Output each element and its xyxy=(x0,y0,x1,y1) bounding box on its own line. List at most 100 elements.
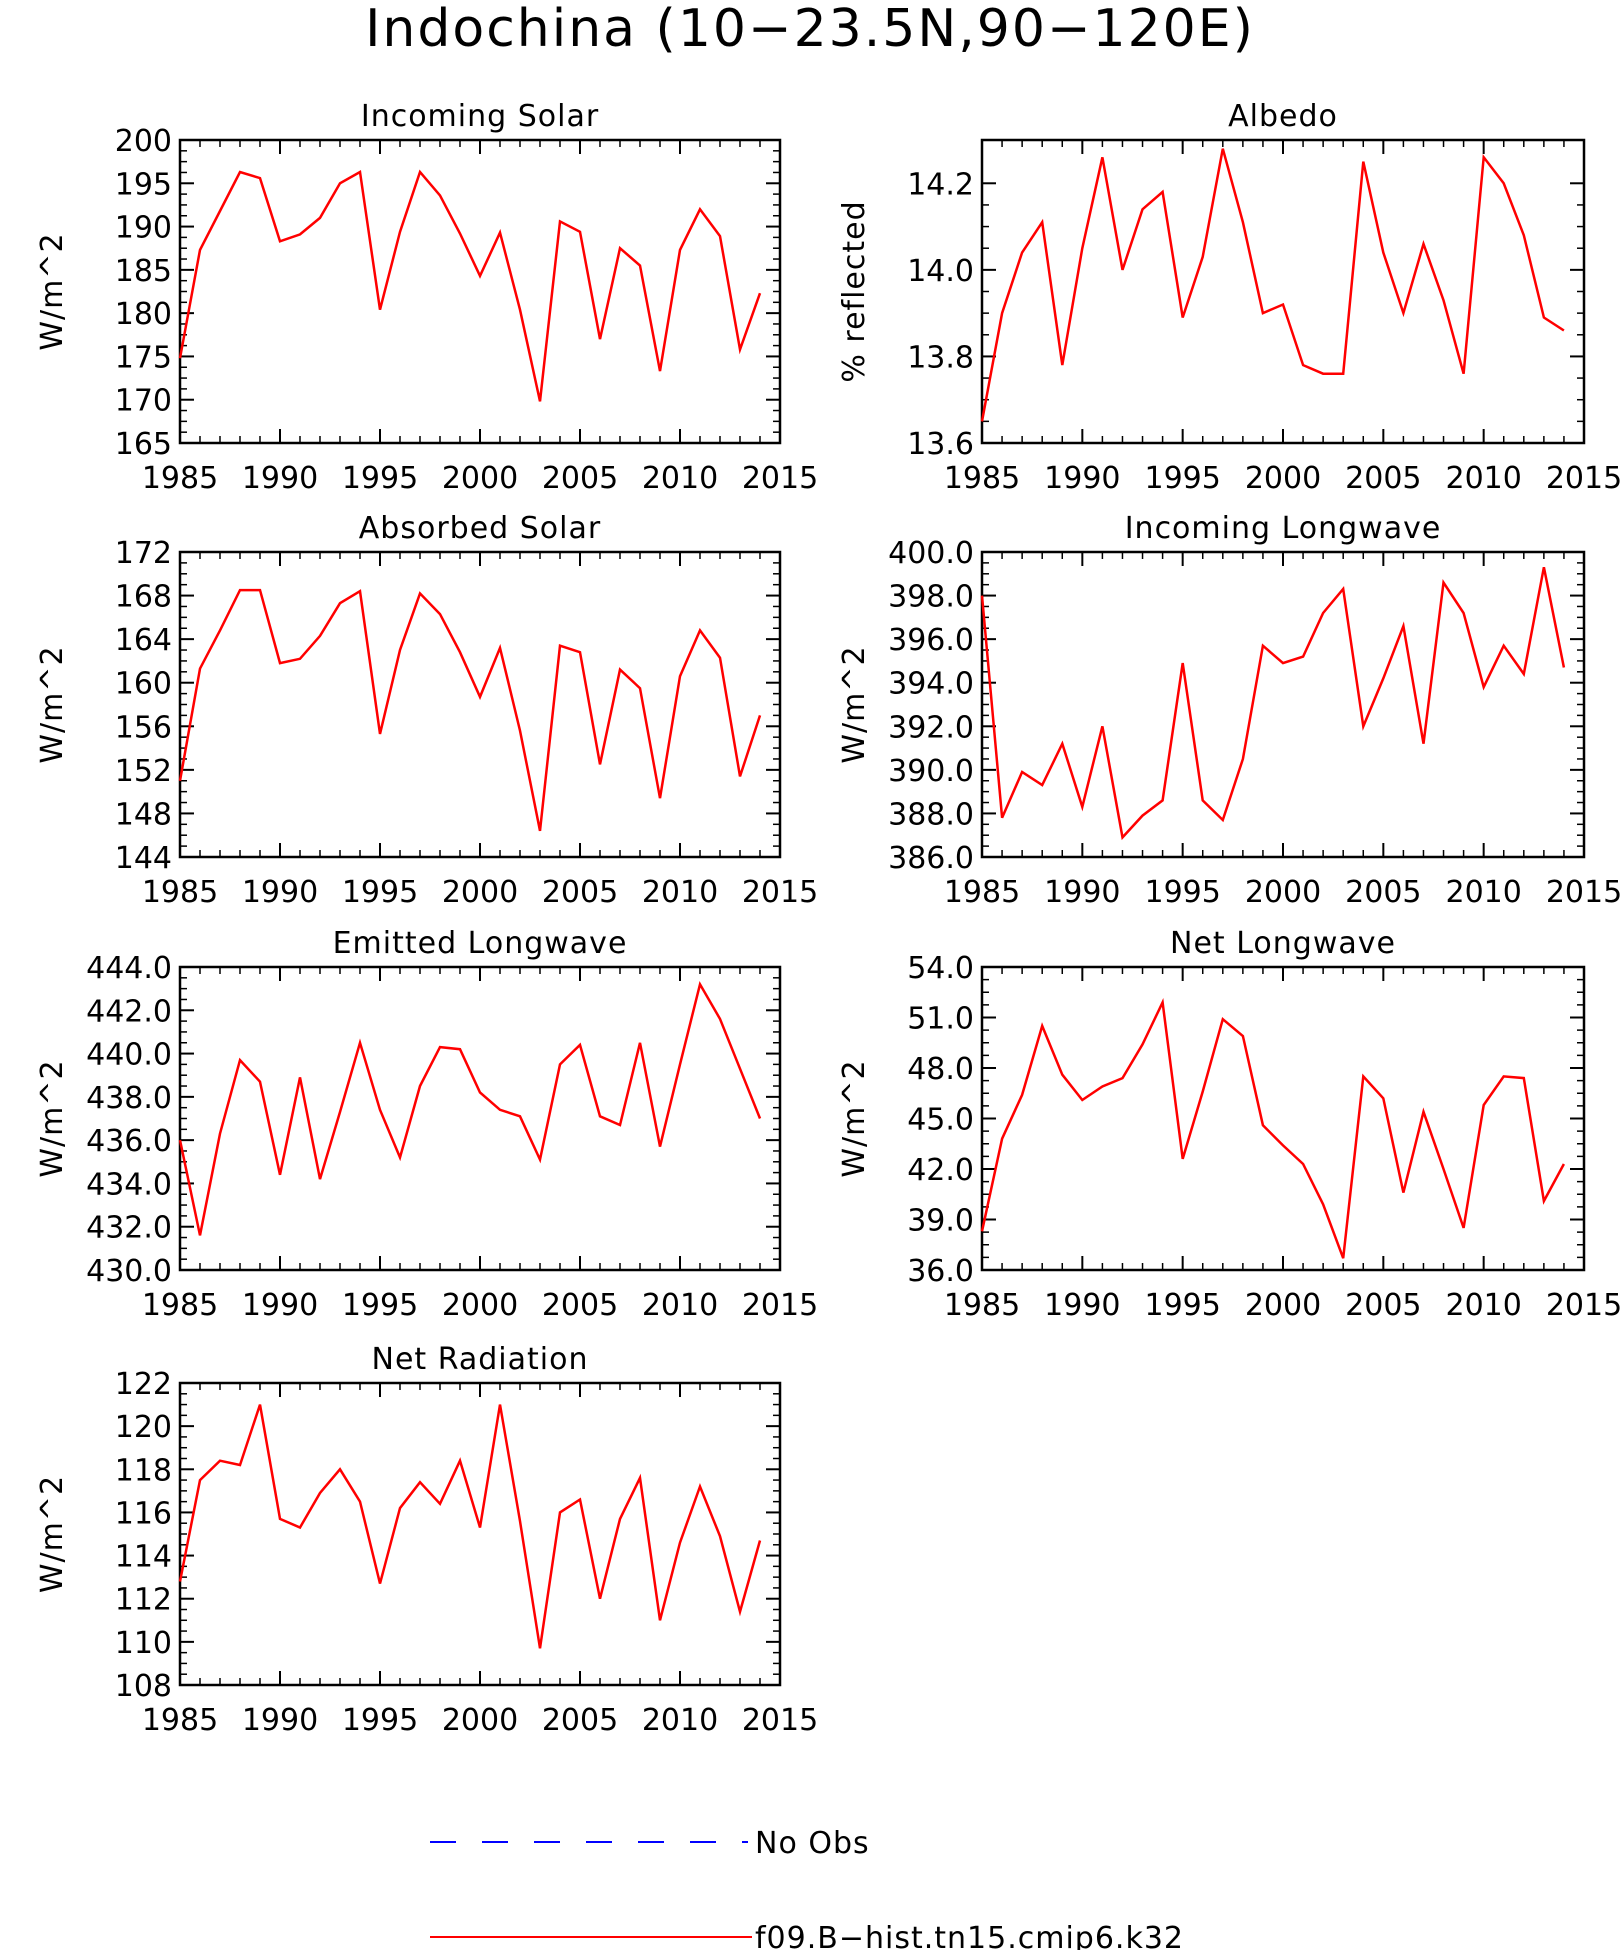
absorbed-solar-x-tick-label: 1990 xyxy=(242,875,318,910)
emitted-longwave-x-tick-label: 2010 xyxy=(642,1288,718,1323)
absorbed-solar-y-tick-label: 152 xyxy=(115,754,172,789)
albedo-x-tick-label: 1995 xyxy=(1144,461,1220,496)
albedo-x-tick-label: 2000 xyxy=(1245,461,1321,496)
legend-label-model: f09.B−hist.tn15.cmip6.k32 xyxy=(755,1921,1184,1950)
panel-incoming-longwave: 1985 1990 1995 2000 2005 2010 2015 386.0 388.0 39… xyxy=(837,511,1621,910)
net-radiation-x-tick-label: 1990 xyxy=(242,1703,318,1738)
emitted-longwave-x-tick-label: 1985 xyxy=(142,1288,218,1323)
emitted-longwave-y-tick-label: 442.0 xyxy=(86,994,172,1029)
albedo-y-tick-label: 14.2 xyxy=(907,167,974,202)
panel-net-radiation: 1985 1990 1995 2000 2005 2010 2015 108 110 112 114… xyxy=(35,1342,818,1738)
net-longwave-y-tick-label: 39.0 xyxy=(907,1204,974,1239)
incoming-solar-y-tick-label: 190 xyxy=(115,211,172,246)
net-radiation-y-tick-label: 108 xyxy=(115,1669,172,1704)
net-radiation-y-tick-label: 114 xyxy=(115,1540,172,1575)
absorbed-solar-x-tick-label: 2005 xyxy=(542,875,618,910)
net-longwave-x-tick-label: 2010 xyxy=(1445,1288,1521,1323)
incoming-solar-y-tick-label: 185 xyxy=(115,254,172,289)
albedo-x-tick-label: 2005 xyxy=(1345,461,1421,496)
net-longwave-y-tick-label: 42.0 xyxy=(907,1153,974,1188)
incoming-longwave-panel-title: Incoming Longwave xyxy=(1125,511,1442,546)
emitted-longwave-series-line xyxy=(178,980,762,1236)
panel-net-longwave: 1985 1990 1995 2000 2005 2010 2015 36.0 39.0 42.0… xyxy=(837,926,1621,1323)
legend-label-no-obs: No Obs xyxy=(755,1826,870,1861)
incoming-solar-x-tick-label: 2005 xyxy=(542,461,618,496)
incoming-solar-x-tick-label: 1995 xyxy=(342,461,418,496)
absorbed-solar-panel-title: Absorbed Solar xyxy=(359,511,601,546)
incoming-solar-x-tick-label: 2015 xyxy=(742,461,818,496)
net-longwave-y-axis-label: W/m^2 xyxy=(837,1059,872,1177)
emitted-longwave-plot-frame xyxy=(178,965,782,1272)
albedo-y-axis-label: % reflected xyxy=(837,200,872,382)
incoming-longwave-x-tick-label: 2005 xyxy=(1345,875,1421,910)
incoming-solar-y-axis-label: W/m^2 xyxy=(35,232,70,350)
figure-title: Indochina (10−23.5N,90−120E) xyxy=(365,0,1255,59)
net-radiation-y-tick-label: 110 xyxy=(115,1626,172,1661)
albedo-y-tick-label: 13.6 xyxy=(907,427,974,462)
net-radiation-y-tick-label: 122 xyxy=(115,1367,172,1402)
incoming-solar-y-tick-label: 195 xyxy=(115,167,172,202)
net-longwave-x-tick-label: 1985 xyxy=(944,1288,1020,1323)
panel-absorbed-solar: 1985 1990 1995 2000 2005 2010 2015 144 148 152 156… xyxy=(35,511,818,910)
absorbed-solar-y-tick-label: 156 xyxy=(115,710,172,745)
incoming-solar-y-tick-label: 180 xyxy=(115,297,172,332)
net-radiation-x-tick-label: 2010 xyxy=(642,1703,718,1738)
incoming-longwave-series-line xyxy=(980,566,1566,841)
net-longwave-y-tick-label: 54.0 xyxy=(907,951,974,986)
incoming-solar-x-tick-label: 1985 xyxy=(142,461,218,496)
emitted-longwave-y-tick-label: 444.0 xyxy=(86,951,172,986)
incoming-solar-y-tick-label: 170 xyxy=(115,384,172,419)
net-radiation-panel-title: Net Radiation xyxy=(372,1342,589,1377)
panel-emitted-longwave: 1985 1990 1995 2000 2005 2010 2015 430.0 432.0 43… xyxy=(35,926,818,1323)
incoming-solar-y-tick-label: 200 xyxy=(115,124,172,159)
absorbed-solar-y-tick-label: 148 xyxy=(115,797,172,832)
absorbed-solar-x-tick-label: 2015 xyxy=(742,875,818,910)
incoming-longwave-y-axis-label: W/m^2 xyxy=(837,645,872,763)
incoming-longwave-y-tick-label: 392.0 xyxy=(888,710,974,745)
net-radiation-x-tick-label: 2015 xyxy=(742,1703,818,1738)
absorbed-solar-y-tick-label: 168 xyxy=(115,580,172,615)
absorbed-solar-y-tick-label: 164 xyxy=(115,623,172,658)
emitted-longwave-y-tick-label: 436.0 xyxy=(86,1124,172,1159)
incoming-solar-y-tick-label: 165 xyxy=(115,427,172,462)
emitted-longwave-y-tick-label: 438.0 xyxy=(86,1081,172,1116)
emitted-longwave-x-tick-label: 1990 xyxy=(242,1288,318,1323)
emitted-longwave-y-tick-label: 432.0 xyxy=(86,1211,172,1246)
net-radiation-y-tick-label: 116 xyxy=(115,1496,172,1531)
incoming-longwave-y-tick-label: 394.0 xyxy=(888,667,974,702)
absorbed-solar-x-tick-label: 2010 xyxy=(642,875,718,910)
incoming-longwave-y-tick-label: 390.0 xyxy=(888,754,974,789)
net-longwave-x-tick-label: 2015 xyxy=(1546,1288,1621,1323)
net-radiation-x-tick-label: 2000 xyxy=(442,1703,518,1738)
net-radiation-plot-frame xyxy=(178,1381,782,1687)
albedo-y-tick-label: 14.0 xyxy=(907,254,974,289)
net-longwave-x-tick-label: 2005 xyxy=(1345,1288,1421,1323)
absorbed-solar-x-tick-label: 1985 xyxy=(142,875,218,910)
emitted-longwave-x-tick-label: 2000 xyxy=(442,1288,518,1323)
albedo-panel-title: Albedo xyxy=(1228,99,1338,134)
absorbed-solar-y-tick-label: 172 xyxy=(115,536,172,571)
absorbed-solar-y-tick-label: 160 xyxy=(115,667,172,702)
net-longwave-plot-frame xyxy=(980,965,1586,1272)
incoming-longwave-y-tick-label: 386.0 xyxy=(888,841,974,876)
net-radiation-series-line xyxy=(178,1404,762,1649)
incoming-longwave-y-tick-label: 400.0 xyxy=(888,536,974,571)
absorbed-solar-y-tick-label: 144 xyxy=(115,841,172,876)
absorbed-solar-x-tick-label: 2000 xyxy=(442,875,518,910)
emitted-longwave-y-axis-label: W/m^2 xyxy=(35,1059,70,1177)
net-radiation-x-tick-label: 2005 xyxy=(542,1703,618,1738)
net-longwave-series-line xyxy=(980,998,1565,1259)
albedo-y-tick-label: 13.8 xyxy=(907,340,974,375)
incoming-longwave-x-tick-label: 1985 xyxy=(944,875,1020,910)
panel-incoming-solar: 1985 1990 1995 2000 2005 2010 2015 165 170 175 180… xyxy=(35,99,818,496)
albedo-x-tick-label: 2010 xyxy=(1445,461,1521,496)
net-longwave-x-tick-label: 1995 xyxy=(1144,1288,1220,1323)
incoming-longwave-x-tick-label: 1995 xyxy=(1144,875,1220,910)
incoming-longwave-x-tick-label: 1990 xyxy=(1044,875,1120,910)
net-radiation-y-tick-label: 120 xyxy=(115,1410,172,1445)
emitted-longwave-panel-title: Emitted Longwave xyxy=(333,926,628,961)
incoming-solar-panel-title: Incoming Solar xyxy=(361,99,599,134)
incoming-solar-x-tick-label: 2010 xyxy=(642,461,718,496)
panel-albedo: 1985 1990 1995 2000 2005 2010 2015 13.6 13.8 14.0… xyxy=(837,99,1621,496)
